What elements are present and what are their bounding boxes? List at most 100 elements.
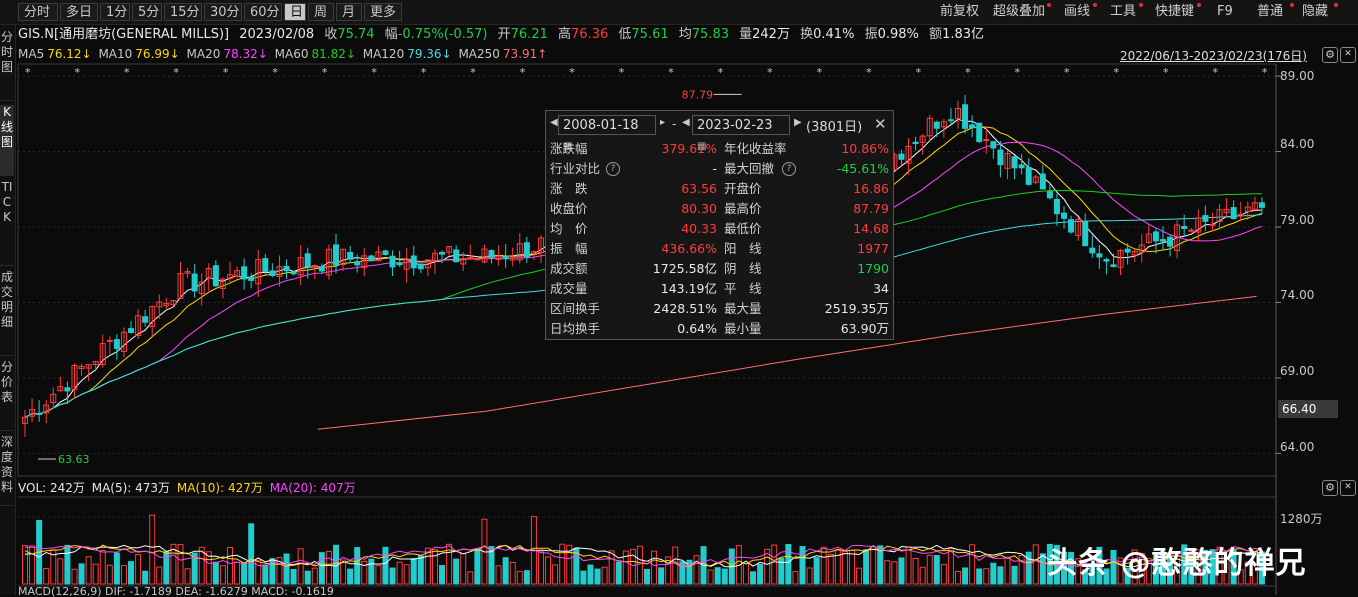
candle-body [424,259,431,269]
volume-bar [990,562,997,585]
sidebar-tab[interactable]: 分价表 [0,360,14,431]
volume-bar [750,571,757,585]
toolbar-item[interactable]: 前复权 [940,4,980,19]
toolbar-item[interactable]: 画线 [1064,4,1091,19]
end-prev-icon[interactable]: ◀ [682,117,690,128]
popup-label: 开盘价 [724,181,762,196]
volume-bar [1068,551,1075,585]
event-marker: * [1163,66,1169,79]
candle-body [983,139,990,142]
toolbar-item[interactable]: 普通 [1257,4,1284,19]
candle-body [297,257,304,276]
candle-body [1258,202,1265,208]
popup-value: 2519.35万 [824,301,889,316]
volume-bar [22,545,28,585]
candle-body [368,255,375,262]
candle-body [120,331,127,352]
period-tab[interactable]: 分时 [18,3,58,21]
toolbar-item[interactable]: 超级叠加 [993,4,1046,19]
candle-body [453,249,460,263]
close-icon[interactable]: ✕ [1340,480,1356,496]
toolbar-item[interactable]: 隐藏 [1302,4,1329,19]
candle-body [340,248,347,266]
settings-icon[interactable]: ⚙ [1322,47,1338,63]
close-icon[interactable]: ✕ [1340,47,1356,63]
period-tab[interactable]: 周 [308,3,334,21]
sidebar-tab[interactable]: 分时图 [0,30,14,101]
start-next-icon[interactable]: ▸ [660,117,666,128]
date-range-link[interactable]: 2022/06/13-2023/02/23(176日) [1120,49,1307,63]
volume-bar [135,554,142,585]
candle-body [898,153,905,160]
ma-legend: MA5 76.12↓ MA10 76.99↓ MA20 78.32↓ MA60 81.8… [18,46,550,62]
volume-bar [71,568,78,585]
toolbar-item[interactable]: F9 [1217,4,1233,19]
popup-value: -45.61% [836,161,889,176]
ma250-line [317,295,1257,430]
candle-body [1159,239,1166,242]
period-tab[interactable]: 5分 [132,3,162,21]
volume-bar [721,568,728,585]
period-tab[interactable]: 日 [284,3,306,21]
avg-label: 均 [678,27,692,42]
volume-bar [933,555,940,585]
popup-value: 10.86% [841,141,889,156]
settings-icon[interactable]: ⚙ [1322,480,1338,496]
candle-body [912,141,919,145]
volume-bar [764,548,771,585]
period-tab[interactable]: 多日 [60,3,98,21]
sidebar-tab[interactable]: K线图 [0,105,14,176]
event-marker: * [619,66,625,79]
sidebar-tab[interactable]: 成交明细 [0,270,14,356]
turnover-label: 换 [800,27,814,42]
stock-symbol[interactable]: GIS.N[通用磨坊(GENERAL MILLS)] [18,27,230,42]
candle-body [962,104,969,129]
volume-bar [1124,567,1131,585]
help-icon[interactable]: ? [782,162,796,176]
candle-body [1061,212,1068,219]
period-tab[interactable]: 60分 [244,3,282,21]
period-tab[interactable]: 月 [336,3,362,21]
end-date-field[interactable]: 2023-02-23 ▦ [692,115,790,152]
candle-body [361,255,368,268]
popup-value: 1790 [857,261,889,276]
sidebar-tab[interactable]: 深度资料 [0,435,14,506]
period-tab[interactable]: 30分 [204,3,242,21]
high-marker-label: 87.79 [682,88,714,101]
candle-body [488,250,495,259]
volume-bar [1082,569,1089,585]
candle-body [905,145,912,164]
volume-bar [778,557,785,585]
amount-label: 额 [929,27,943,42]
period-tab[interactable]: 更多 [364,3,402,21]
volume-bar [863,549,870,585]
start-prev-icon[interactable]: ◀ [550,117,558,128]
toolbar-item[interactable]: 快捷键 [1155,4,1195,19]
period-tab[interactable]: 15分 [164,3,202,21]
close-label: 收 [324,27,338,42]
volume-bar [884,560,891,585]
toolbar-item[interactable]: 工具 [1110,4,1137,19]
candle-body [71,364,78,390]
price-tick-label: 74.00 [1280,288,1315,302]
volume-axis-label: 1280万 [1280,512,1323,526]
popup-value: - [712,161,717,176]
event-marker: * [173,66,179,79]
event-marker: * [223,66,229,79]
end-next-icon[interactable]: ▶ [794,117,802,128]
volume-bar [269,558,276,585]
candle-body [1223,208,1230,214]
start-date-field[interactable]: 2008-01-18 ▦ [558,115,656,152]
period-tab[interactable]: 1分 [100,3,130,21]
sidebar-tab[interactable]: TICK [0,180,14,266]
candle-body [248,276,255,281]
volume-bar [601,566,608,585]
calendar-icon: ▦ [697,141,707,152]
event-marker: * [74,66,80,79]
help-icon[interactable]: ? [606,162,620,176]
close-icon[interactable]: ✕ [874,115,887,133]
volume-bar [191,552,198,585]
event-marker: * [520,66,526,79]
volume-bar [841,551,848,585]
volume-bar [128,561,135,585]
